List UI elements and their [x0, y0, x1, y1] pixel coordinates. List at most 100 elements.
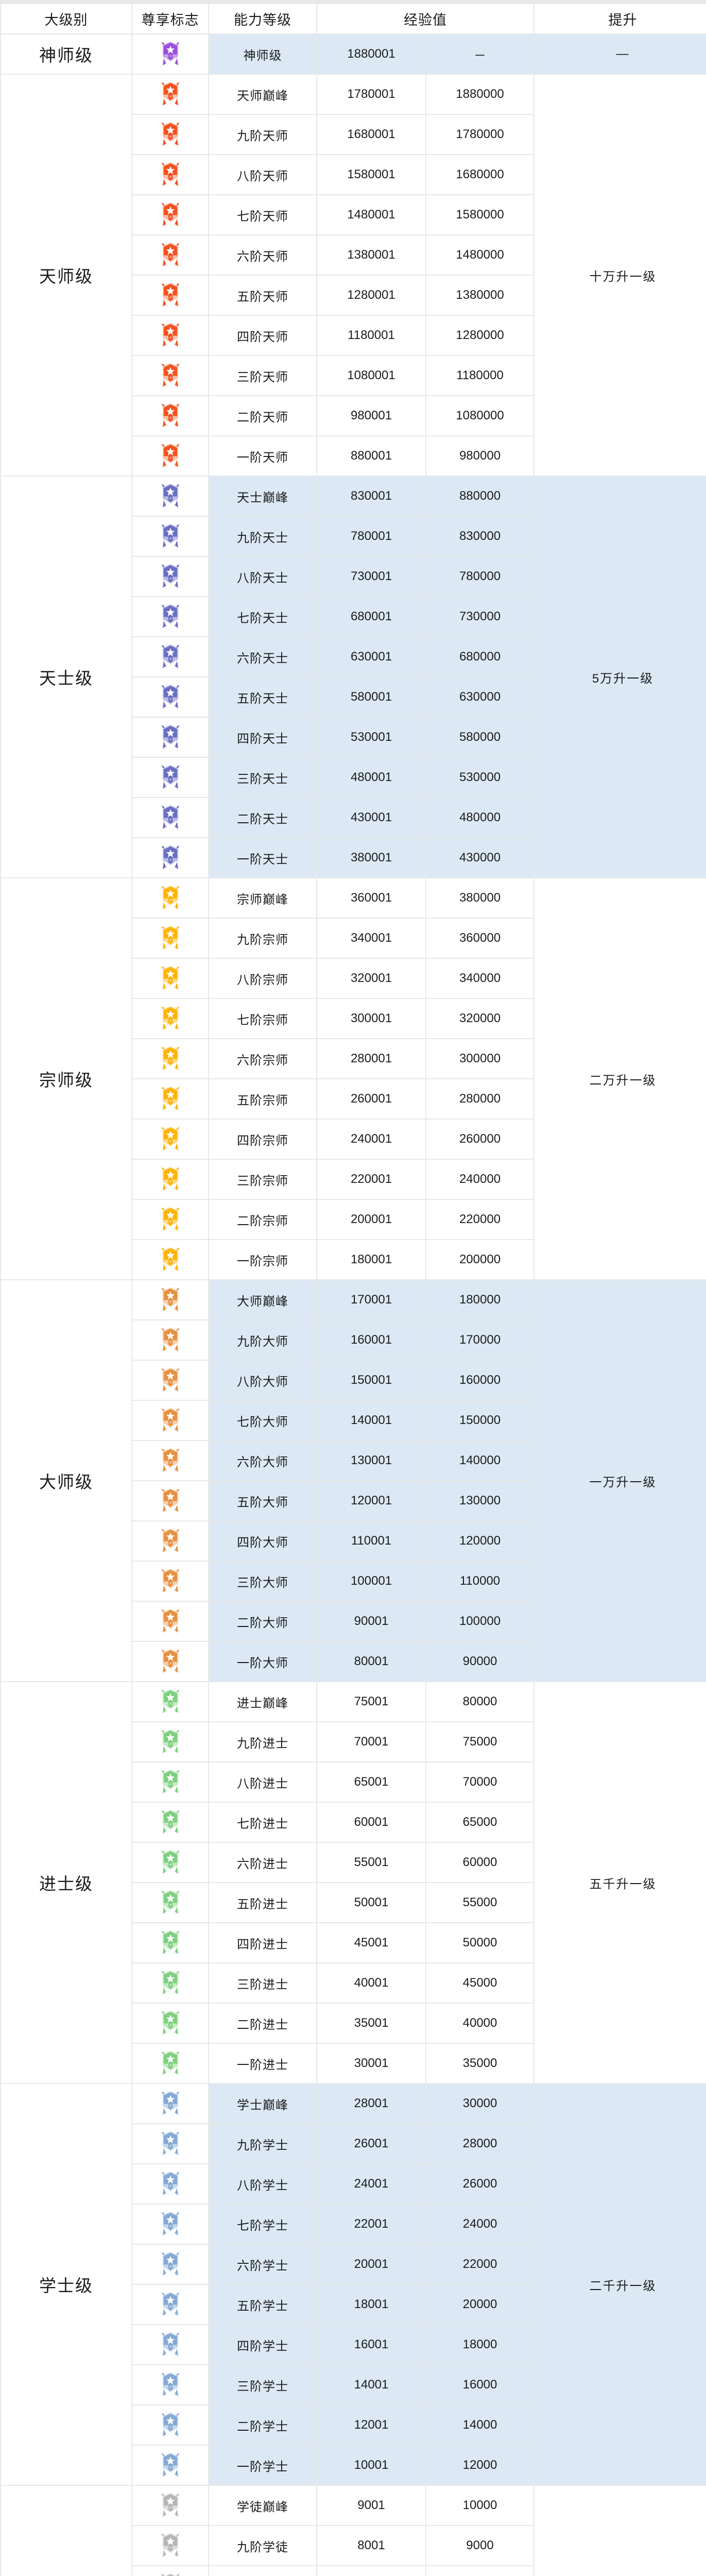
badge-cell [132, 1682, 208, 1721]
table-row: 天师级 天师巅峰 1780001 1880000 十万升一级 [1, 75, 706, 476]
table-row: 八阶学士 24001 26000 [1, 2164, 706, 2204]
rank-badge-icon [160, 2331, 181, 2358]
badge-cell [132, 2365, 208, 2404]
experience-min-cell: 630001 [317, 637, 425, 676]
ability-rank-cell: 九阶学徒 [209, 2526, 316, 2565]
experience-min-cell: 240001 [317, 1120, 425, 1159]
experience-min-cell: 10001 [317, 2446, 425, 2485]
experience-max-cell: 22000 [426, 2245, 533, 2284]
experience-min-cell: 55001 [317, 1843, 425, 1882]
badge-cell [132, 1521, 208, 1561]
badge-cell [132, 798, 208, 837]
badge-cell [132, 235, 208, 275]
table-row: 九阶进士 70001 75000 [1, 1722, 706, 1761]
rank-badge-icon [160, 2090, 181, 2117]
rank-badge-icon [160, 1487, 181, 1514]
experience-max-cell: 75000 [426, 1722, 533, 1761]
ability-rank-cell: 一阶天师 [209, 436, 316, 476]
rank-badge-icon [160, 1849, 181, 1876]
experience-max-cell: 340000 [426, 959, 533, 998]
rank-badge-icon [160, 2211, 181, 2238]
ability-rank-cell: 宗师巅峰 [209, 878, 316, 918]
rank-badge-icon [160, 563, 181, 590]
experience-max-cell: 430000 [426, 838, 533, 877]
badge-cell [132, 919, 208, 958]
ability-rank-cell: 一阶学士 [209, 2446, 316, 2485]
major-rank-cell: 宗师级 [1, 878, 131, 1279]
experience-max-cell: 18000 [426, 2325, 533, 2364]
badge-cell [132, 1361, 208, 1400]
ability-rank-cell: 四阶天师 [209, 316, 316, 355]
rank-badge-icon [160, 1367, 181, 1394]
experience-max-cell: 160000 [426, 1361, 533, 1400]
experience-max-cell: 170000 [426, 1320, 533, 1360]
ability-rank-cell: 七阶天师 [209, 195, 316, 234]
rank-badge-icon [160, 1126, 181, 1153]
table-row: 天士级 天士巅峰 830001 880000 5万升一级 [1, 477, 706, 877]
ability-rank-cell: 三阶进士 [209, 1963, 316, 2003]
ability-rank-cell: 四阶进士 [209, 1923, 316, 1962]
ability-rank-cell: 六阶学士 [209, 2245, 316, 2284]
experience-min-cell: 180001 [317, 1240, 425, 1279]
experience-min-cell: 40001 [317, 1963, 425, 2003]
rank-badge-icon [160, 41, 181, 67]
rank-badge-icon [160, 1005, 181, 1032]
rank-badge-icon [160, 2130, 181, 2157]
table-row: 六阶天士 630001 680000 [1, 637, 706, 676]
ability-rank-cell: 一阶天士 [209, 838, 316, 877]
badge-cell [132, 1803, 208, 1842]
upgrade-rule-cell: 二千升一级 [535, 2084, 706, 2485]
experience-max-cell: 14000 [426, 2405, 533, 2445]
table-row: 七阶宗师 300001 320000 [1, 999, 706, 1038]
badge-cell [132, 597, 208, 636]
ability-rank-cell: 六阶宗师 [209, 1039, 316, 1078]
ability-rank-cell: 二阶天士 [209, 798, 316, 837]
experience-min-cell: 730001 [317, 557, 425, 596]
experience-max-cell: 1780000 [426, 115, 533, 154]
rank-badge-icon [160, 1246, 181, 1273]
experience-min-cell: 360001 [317, 878, 425, 918]
rank-badge-icon [160, 684, 181, 710]
rank-badge-icon [160, 161, 181, 188]
ability-rank-cell: 神师级 [209, 35, 316, 74]
badge-cell [132, 1843, 208, 1882]
badge-cell [132, 2486, 208, 2525]
experience-min-cell: 140001 [317, 1401, 425, 1440]
ability-rank-cell: 八阶学士 [209, 2164, 316, 2204]
experience-max-cell: 1180000 [426, 356, 533, 395]
table-row: 四阶天师 1180001 1280000 [1, 316, 706, 355]
rank-badge-icon [160, 1327, 181, 1353]
experience-max-cell: 80000 [426, 1682, 533, 1721]
table-row: 一阶进士 30001 35000 [1, 2044, 706, 2083]
experience-min-cell: 980001 [317, 396, 425, 435]
table-row: 三阶天师 1080001 1180000 [1, 356, 706, 395]
experience-max-cell: 180000 [426, 1280, 533, 1319]
experience-min-cell: 9001 [317, 2486, 425, 2525]
experience-min-cell: 16001 [317, 2325, 425, 2364]
rank-badge-icon [160, 1769, 181, 1795]
rank-badge-icon [160, 764, 181, 791]
ability-rank-cell: 一阶进士 [209, 2044, 316, 2083]
badge-cell [132, 2325, 208, 2364]
experience-max-cell: 200000 [426, 1240, 533, 1279]
badge-cell [132, 2044, 208, 2083]
table-row: 九阶天士 780001 830000 [1, 517, 706, 556]
major-rank-cell: 神师级 [1, 35, 131, 74]
experience-max-cell: 360000 [426, 919, 533, 958]
experience-min-cell: 60001 [317, 1803, 425, 1842]
ability-rank-cell: 三阶天师 [209, 356, 316, 395]
badge-cell [132, 1079, 208, 1118]
table-row: 七阶进士 60001 65000 [1, 1803, 706, 1842]
experience-min-cell: 170001 [317, 1280, 425, 1319]
major-rank-cell: 进士级 [1, 1682, 131, 2083]
experience-max-cell: 260000 [426, 1120, 533, 1159]
table-row: 一阶天师 880001 980000 [1, 436, 706, 476]
experience-min-cell: 110001 [317, 1521, 425, 1561]
ability-rank-cell: 六阶天士 [209, 637, 316, 676]
experience-min-cell: 1780001 [317, 75, 425, 114]
badge-cell [132, 1039, 208, 1078]
rank-badge-icon [160, 242, 181, 268]
table-row: 九阶大师 160001 170000 [1, 1320, 706, 1360]
ability-rank-cell: 五阶宗师 [209, 1079, 316, 1118]
experience-max-cell: 1480000 [426, 235, 533, 275]
